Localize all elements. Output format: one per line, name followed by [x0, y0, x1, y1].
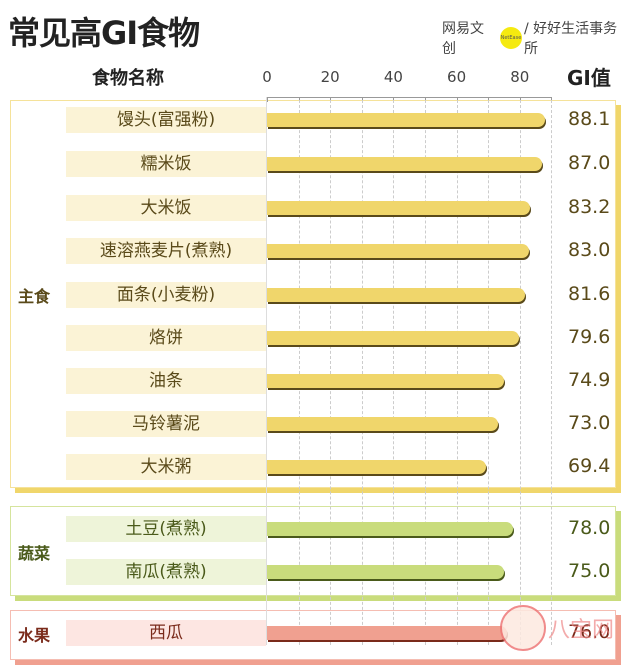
axis-tick: [456, 97, 458, 102]
group-label: 蔬菜: [18, 544, 51, 563]
watermark-logo-icon: [500, 605, 546, 651]
gi-bar: [267, 331, 519, 345]
gi-value: 74.9: [568, 369, 611, 391]
food-name-label: 烙饼: [66, 325, 266, 351]
gi-bar: [267, 157, 542, 171]
gi-bar: [267, 626, 508, 640]
logo-dot-icon: NetEase: [499, 27, 522, 49]
group-side-bar: [616, 105, 621, 493]
axis-tick: [267, 97, 268, 102]
axis-tick-label: 0: [262, 68, 272, 86]
gridline: [330, 100, 332, 645]
gridline: [393, 100, 395, 645]
gi-bar: [267, 288, 525, 302]
gridline: [488, 100, 490, 645]
axis-tick: [361, 97, 363, 102]
food-name-label: 油条: [66, 368, 266, 394]
gridline: [519, 100, 521, 645]
gi-value: 78.0: [568, 517, 611, 539]
food-name-label: 西瓜: [66, 620, 266, 646]
group-shadow: [15, 488, 620, 493]
gi-value: 88.1: [568, 108, 611, 130]
group-side-bar: [616, 615, 621, 665]
axis-tick: [519, 97, 521, 102]
group-shadow: [15, 596, 620, 601]
gi-bar: [267, 244, 530, 258]
gi-value: 73.0: [568, 412, 611, 434]
chart-title: 常见高GI食物: [8, 14, 200, 52]
food-name-label: 大米粥: [66, 454, 266, 480]
axis-tick: [488, 97, 490, 102]
food-name-label: 糯米饭: [66, 151, 266, 177]
axis-tick: [425, 97, 426, 102]
axis-tick: [330, 97, 332, 102]
gridline: [425, 100, 426, 645]
gi-bar: [267, 417, 498, 431]
axis-tick: [551, 97, 553, 102]
gridline: [551, 100, 553, 645]
food-name-label: 土豆(煮熟): [66, 516, 266, 542]
gi-value: 69.4: [568, 455, 611, 477]
axis-line: [267, 97, 552, 98]
gi-bar: [267, 374, 504, 388]
food-name-label: 速溶燕麦片(煮熟): [66, 238, 266, 264]
axis-baseline: [266, 97, 267, 645]
logo-left-text: 网易文创: [442, 21, 484, 57]
group-shadow: [15, 660, 620, 665]
watermark-text: 八宝网: [548, 618, 615, 643]
gi-bar: [267, 113, 546, 127]
gi-value: 87.0: [568, 152, 611, 174]
gi-value: 81.6: [568, 283, 611, 305]
axis-tick-label: 60: [447, 68, 467, 86]
axis-tick-label: 20: [320, 68, 340, 86]
brand-logo: 网易文创 NetEase / 好好生活事务所: [442, 18, 631, 58]
food-name-label: 大米饭: [66, 195, 266, 221]
gridline: [456, 100, 458, 645]
food-name-label: 马铃薯泥: [66, 411, 266, 437]
group-label: 水果: [18, 626, 51, 645]
food-name-label: 南瓜(煮熟): [66, 559, 266, 585]
gridline: [298, 100, 300, 645]
group-box-主食: [10, 100, 621, 493]
gi-value: 79.6: [568, 326, 611, 348]
gi-value: 76.0: [568, 621, 611, 643]
axis-tick-label: 80: [510, 68, 530, 86]
food-name-label: 馒头(富强粉): [66, 107, 266, 133]
gi-value: 75.0: [568, 560, 611, 582]
food-name-label: 面条(小麦粉): [66, 282, 266, 308]
axis-tick: [393, 97, 395, 102]
gi-bar: [267, 460, 487, 474]
name-column-header: 食物名称: [92, 68, 164, 89]
group-side-bar: [616, 511, 621, 601]
gridline: [361, 100, 363, 645]
axis-tick: [298, 97, 300, 102]
group-box-蔬菜: [10, 506, 621, 601]
gi-bar: [267, 201, 530, 215]
logo-right-text: / 好好生活事务所: [523, 21, 618, 57]
axis-tick-label: 40: [383, 68, 403, 86]
gi-value: 83.2: [568, 196, 611, 218]
gi-bar: [267, 522, 514, 536]
gi-column-header: GI值: [567, 66, 611, 90]
gi-bar: [267, 565, 504, 579]
group-label: 主食: [18, 287, 51, 306]
gi-value: 83.0: [568, 239, 611, 261]
